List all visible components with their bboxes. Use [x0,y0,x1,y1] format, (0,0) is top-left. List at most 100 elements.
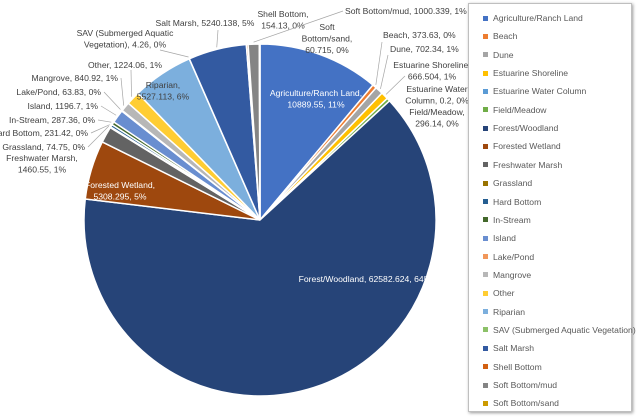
legend-label: Dune [493,49,514,60]
leader-line-island [100,105,117,116]
legend-item-beach: Beach [483,31,517,41]
leader-line-beach [375,41,383,85]
legend-label: SAV (Submerged Aquatic Vegetation) [493,324,636,335]
legend-label: Agriculture/Ranch Land [493,13,583,23]
data-label-salt-marsh: Salt Marsh, 5240.138, 5% [156,18,255,28]
legend-item-lake-pond: Lake/Pond [483,252,534,262]
legend-item-island: Island [483,233,516,243]
legend-label: Grassland [493,178,533,189]
data-label-field-meadow: Field/Meadow, 296.14, 0% [409,107,464,129]
data-label-hard-bottom: Hard Bottom, 231.42, 0% [0,128,88,138]
legend-item-forested-wetland: Forested Wetland [483,141,561,151]
data-label-island: Island, 1196.7, 1% [27,101,98,111]
legend-label: Beach [493,31,518,42]
leader-line-grassland [87,125,109,148]
legend-label: Soft Bottom/sand [493,398,559,409]
data-label-agriculture-ranch-land: Agriculture/Ranch Land, 10889.55, 11% [270,88,362,110]
legend-swatch [483,107,488,113]
legend-label: Soft Bottom/mud [493,380,558,390]
legend-item-in-stream: In-Stream [483,215,531,225]
legend-label: In-Stream [493,214,531,225]
legend-label: Salt Marsh [493,343,535,354]
legend-swatch [483,143,488,149]
legend-swatch [483,309,488,315]
legend-label: Island [493,233,516,244]
legend: Agriculture/Ranch Land Beach Dune Estuarine… [468,3,636,412]
legend-item-soft-bottom-sand: Soft Bottom/sand [483,398,559,408]
leader-line-mangrove [120,77,125,106]
legend-swatch [483,290,488,296]
data-label-grassland: Grassland, 74.75, 0% [2,142,85,152]
data-label-freshwater-marsh: Freshwater Marsh, 1460.55, 1% [6,153,78,175]
legend-item-mangrove: Mangrove [483,270,531,280]
data-label-dune: Dune, 702.34, 1% [390,44,459,54]
legend-item-other: Other [483,288,515,298]
legend-swatch [483,88,488,94]
legend-label: Estuarine Water Column [493,86,587,97]
legend-item-riparian: Riparian [483,307,525,317]
data-label-riparian: Riparian, 5527.113, 6% [137,80,190,102]
legend-label: Other [493,288,515,299]
data-label-forested-wetland: Forested Wetland, 5308.295, 5% [85,180,155,202]
legend-item-dune: Dune [483,50,514,60]
data-label-estuarine-shoreline: Estuarine Shoreline, 666.504, 1% [393,60,468,82]
legend-swatch [483,33,488,39]
legend-label: Forest/Woodland [493,123,559,134]
data-label-other: Other, 1224.06, 1% [88,60,162,70]
legend-swatch [483,217,488,223]
legend-swatch [483,327,488,333]
legend-item-sav-submerged-aquatic-vegetation: SAV (Submerged Aquatic Vegetation) [483,325,636,335]
legend-label: Mangrove [493,269,532,280]
legend-item-salt-marsh: Salt Marsh [483,343,534,353]
legend-swatch [483,125,488,131]
legend-swatch [483,382,488,388]
legend-item-field-meadow: Field/Meadow [483,105,547,115]
legend-label: Lake/Pond [493,251,535,262]
legend-swatch [483,162,488,168]
data-label-beach: Beach, 373.63, 0% [383,30,456,40]
legend-item-shell-bottom: Shell Bottom [483,362,542,372]
legend-item-estuarine-water-column: Estuarine Water Column [483,86,586,96]
legend-swatch [483,272,488,278]
leader-line-sav-submerged-aquatic-vegetation [159,49,189,58]
legend-item-freshwater-marsh: Freshwater Marsh [483,160,562,170]
slice-agriculture-ranch-land [259,43,375,223]
legend-swatch [483,52,488,58]
leader-line-salt-marsh [216,29,219,48]
data-label-in-stream: In-Stream, 287.36, 0% [9,115,95,125]
leader-line-estuarine-shoreline [385,75,406,95]
leader-line-soft-bottom-mud [253,10,344,43]
legend-swatch [483,199,488,204]
leader-line-lake-pond [103,91,121,110]
data-label-mangrove: Mangrove, 840.92, 1% [32,73,119,83]
slice-soft-bottom-sand [258,43,261,221]
slice-forest-woodland [83,99,437,397]
data-label-forest-woodland: Forest/Woodland, 62582.624, 64% [299,274,432,284]
data-label-soft-bottom-sand: Soft Bottom/sand, 60.715, 0% [302,22,353,55]
legend-item-agriculture-ranch-land: Agriculture/Ranch Land [483,13,583,23]
leader-line-dune [380,54,389,90]
leader-line-in-stream [97,119,112,123]
data-label-sav-submerged-aquatic-vegetation: SAV (Submerged Aquatic Vegetation), 4.26,… [77,28,175,50]
legend-swatch [483,15,488,21]
leader-line-other [130,69,132,97]
legend-label: Estuarine Shoreline [493,68,569,79]
pie-chart: Agriculture/Ranch Land, 10889.55, 11% Beac… [0,6,468,397]
legend-swatch [483,180,488,186]
legend-label: Riparian [493,306,526,317]
legend-swatch [483,235,488,241]
legend-label: Shell Bottom [493,361,542,372]
legend-swatch [483,254,488,260]
legend-label: Forested Wetland [493,141,561,152]
data-label-shell-bottom: Shell Bottom, 154.13, 0% [257,9,308,31]
legend-swatch [483,364,488,370]
legend-item-forest-woodland: Forest/Woodland [483,123,558,133]
data-label-lake-pond: Lake/Pond, 63.83, 0% [16,87,101,97]
legend-item-estuarine-shoreline: Estuarine Shoreline [483,68,568,78]
legend-swatch [483,345,488,351]
legend-item-grassland: Grassland [483,178,532,188]
legend-label: Field/Meadow [493,104,547,115]
data-label-soft-bottom-mud: Soft Bottom/mud, 1000.339, 1% [345,6,467,16]
legend-swatch [483,400,488,406]
legend-item-soft-bottom-mud: Soft Bottom/mud [483,380,557,390]
